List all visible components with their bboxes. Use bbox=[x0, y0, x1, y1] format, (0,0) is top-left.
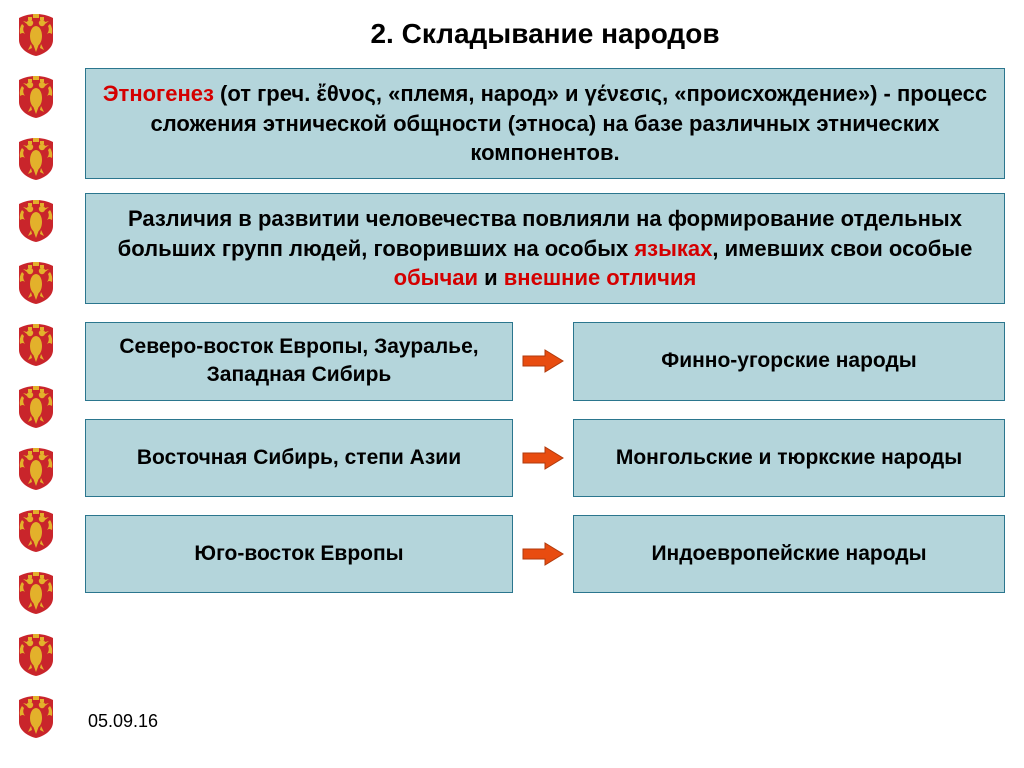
emblem-icon bbox=[11, 630, 61, 678]
emblem-icon bbox=[11, 568, 61, 616]
emblem-icon bbox=[11, 506, 61, 554]
definition-term: Этногенез bbox=[103, 81, 214, 106]
diff-keyword-3: внешние отличия bbox=[504, 265, 697, 290]
diff-text-2: , имевших свои особые bbox=[712, 236, 972, 261]
slide-title: 2. Складывание народов bbox=[85, 18, 1005, 50]
diff-text-3: и bbox=[478, 265, 504, 290]
diff-keyword-2: обычаи bbox=[394, 265, 478, 290]
arrow-wrap bbox=[513, 419, 573, 497]
people-box: Финно-угорские народы bbox=[573, 322, 1005, 401]
arrow-wrap bbox=[513, 515, 573, 593]
slide: 2. Складывание народов Этногенез (от гре… bbox=[0, 0, 1024, 768]
emblem-icon bbox=[11, 692, 61, 740]
content-area: 2. Складывание народов Этногенез (от гре… bbox=[85, 18, 1005, 611]
mapping-row: Восточная Сибирь, степи Азии Монгольские… bbox=[85, 419, 1005, 497]
arrow-icon bbox=[521, 541, 565, 567]
people-box: Монгольские и тюркские народы bbox=[573, 419, 1005, 497]
differences-box: Различия в развитии человечества повлиял… bbox=[85, 193, 1005, 304]
emblem-icon bbox=[11, 444, 61, 492]
emblem-icon bbox=[11, 72, 61, 120]
mapping-row: Северо-восток Европы, Зауралье, Западная… bbox=[85, 322, 1005, 401]
arrow-icon bbox=[521, 445, 565, 471]
arrow-icon bbox=[521, 348, 565, 374]
emblem-icon bbox=[11, 382, 61, 430]
mapping-row: Юго-восток Европы Индоевропейские народы bbox=[85, 515, 1005, 593]
definition-box: Этногенез (от греч. ἔθνος, «племя, народ… bbox=[85, 68, 1005, 179]
region-box: Северо-восток Европы, Зауралье, Западная… bbox=[85, 322, 513, 401]
arrow-wrap bbox=[513, 322, 573, 401]
slide-date: 05.09.16 bbox=[88, 711, 158, 732]
emblem-icon bbox=[11, 134, 61, 182]
people-box: Индоевропейские народы bbox=[573, 515, 1005, 593]
region-box: Восточная Сибирь, степи Азии bbox=[85, 419, 513, 497]
emblem-icon bbox=[11, 196, 61, 244]
emblem-icon bbox=[11, 258, 61, 306]
emblem-icon bbox=[11, 10, 61, 58]
emblem-icon bbox=[11, 320, 61, 368]
diff-keyword-1: языках bbox=[634, 236, 712, 261]
emblem-column bbox=[0, 0, 72, 768]
region-box: Юго-восток Европы bbox=[85, 515, 513, 593]
definition-text: (от греч. ἔθνος, «племя, народ» и γένεσι… bbox=[151, 81, 988, 165]
